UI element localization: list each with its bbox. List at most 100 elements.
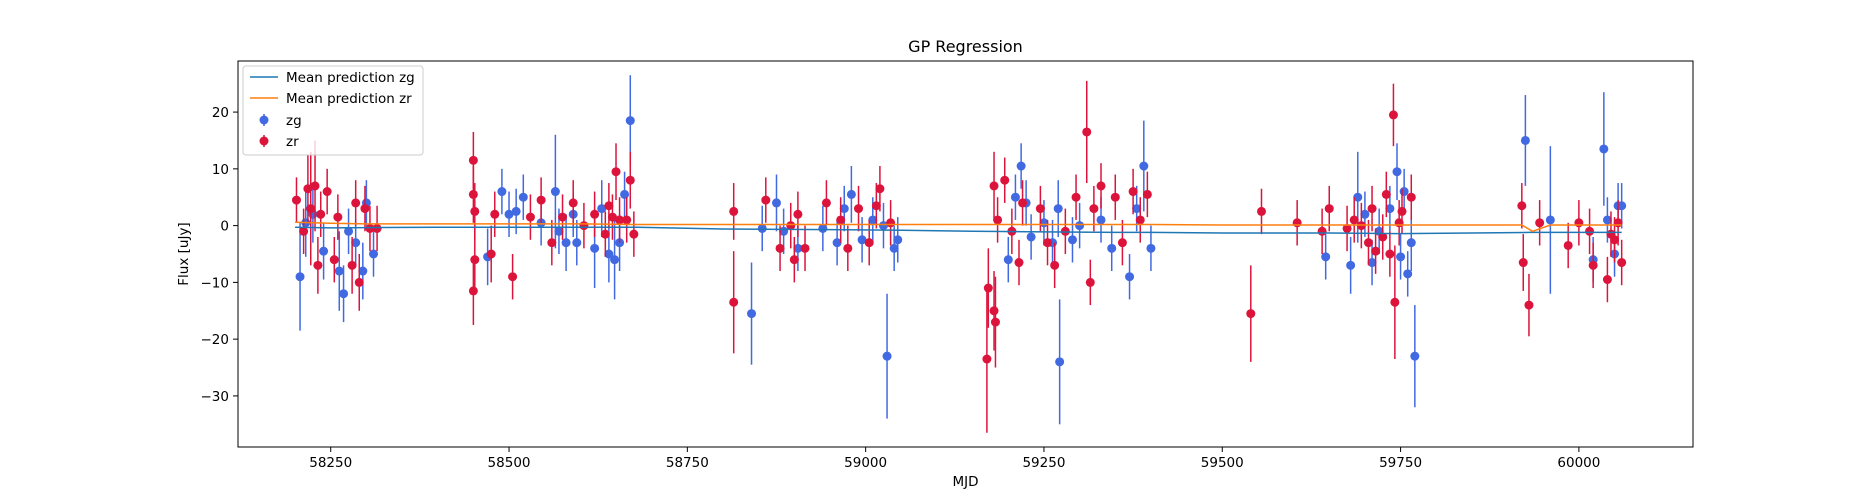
legend-label-mean-zr: Mean prediction zr (286, 91, 412, 107)
zg-point (747, 309, 757, 319)
series-zr-points (291, 80, 1627, 433)
zg-point (839, 204, 849, 214)
zr-point (982, 354, 992, 364)
zg-point (889, 243, 899, 253)
zg-point (1602, 215, 1612, 225)
y-axis-ticks: −30 −20 −10 0 10 20 (201, 105, 238, 405)
zr-point (871, 201, 881, 211)
zg-point (1107, 243, 1117, 253)
zg-point (1016, 161, 1026, 171)
zg-point (1360, 209, 1370, 219)
chart-title: GP Regression (908, 37, 1023, 56)
zr-point (1390, 297, 1400, 307)
zg-point (1139, 161, 1149, 171)
zg-point (497, 187, 507, 197)
zg-point (351, 238, 361, 248)
y-tick-label: −20 (201, 332, 230, 348)
zg-point (572, 238, 582, 248)
zr-point (1524, 300, 1534, 310)
zr-point (775, 243, 785, 253)
zg-point (334, 266, 344, 276)
zr-point (729, 206, 739, 216)
zg-point (1003, 255, 1013, 265)
zg-point (554, 226, 564, 236)
zr-point (1617, 258, 1627, 268)
zr-point (1388, 110, 1398, 120)
zr-point (547, 238, 557, 248)
zg-point (1545, 215, 1555, 225)
x-axis-ticks: 58250 58500 58750 59000 59250 59500 59750 60000 (309, 447, 1600, 471)
legend-swatch-zg-marker (259, 115, 269, 125)
zr-point (600, 229, 610, 239)
zr-point (629, 229, 639, 239)
zg-point (1321, 252, 1331, 262)
y-tick-label: 10 (212, 162, 229, 178)
zg-point (882, 351, 892, 361)
zg-point (1075, 221, 1085, 231)
zr-point (886, 218, 896, 228)
zg-point (857, 235, 867, 245)
y-tick-label: 20 (212, 105, 229, 121)
zg-point (518, 192, 528, 202)
zg-point (1353, 192, 1363, 202)
zr-point (1089, 204, 1099, 214)
zr-point (1574, 218, 1584, 228)
zr-point (875, 184, 885, 194)
zg-point (1132, 204, 1142, 214)
zg-point (620, 189, 630, 199)
zg-point (1096, 215, 1106, 225)
line-mean-prediction-zg (295, 226, 1622, 235)
zr-point (611, 167, 621, 177)
zg-point (1125, 272, 1135, 282)
zg-point (295, 272, 305, 282)
zr-point (1085, 277, 1095, 287)
zr-point (789, 255, 799, 265)
zr-point (989, 181, 999, 191)
zr-point (1292, 218, 1302, 228)
zr-point (1246, 309, 1256, 319)
zr-point (786, 221, 796, 231)
x-tick-label: 58250 (309, 455, 352, 471)
zr-point (1363, 238, 1373, 248)
zg-point (846, 189, 856, 199)
zr-point (590, 209, 600, 219)
zr-point (558, 212, 568, 222)
x-tick-label: 60000 (1557, 455, 1600, 471)
zr-point (354, 277, 364, 287)
zr-point (470, 255, 480, 265)
zr-point (1117, 238, 1127, 248)
zg-point (771, 198, 781, 208)
zr-point (1406, 192, 1416, 202)
zg-point (1067, 235, 1077, 245)
zr-point (1613, 218, 1623, 228)
line-mean-prediction-zr (295, 221, 1622, 233)
zr-point (1385, 249, 1395, 259)
zr-point (854, 204, 864, 214)
zg-point (1520, 135, 1530, 145)
zg-point (339, 289, 349, 299)
zg-point (1617, 201, 1627, 211)
zr-point (1317, 226, 1327, 236)
zg-point (1146, 243, 1156, 253)
zr-point (333, 212, 343, 222)
zr-point (306, 204, 316, 214)
zr-point (864, 238, 874, 248)
zg-point (319, 246, 329, 256)
zr-point (800, 243, 810, 253)
zr-point (1381, 189, 1391, 199)
zr-point (1135, 215, 1145, 225)
zg-point (1392, 167, 1402, 177)
zr-point (607, 212, 617, 222)
zr-point (1371, 246, 1381, 256)
legend-label-zr: zr (286, 134, 299, 150)
zr-point (1378, 232, 1388, 242)
zr-point (1050, 260, 1060, 270)
zr-point (322, 187, 332, 197)
y-axis-label: Flux [uJy] (176, 222, 192, 285)
zg-point (561, 238, 571, 248)
zr-point (1110, 192, 1120, 202)
zr-point (1367, 204, 1377, 214)
zr-point (836, 215, 846, 225)
zr-point (291, 195, 301, 205)
